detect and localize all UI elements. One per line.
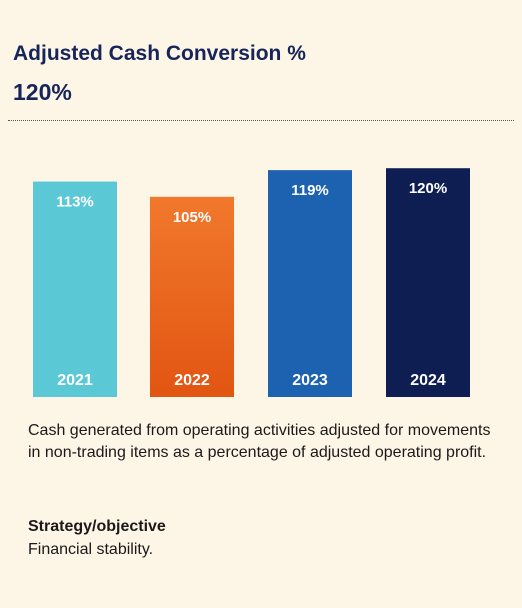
bar-2023 (268, 170, 352, 397)
category-label-2022: 2022 (174, 372, 210, 389)
value-label-2022: 105% (173, 209, 211, 226)
category-label-2021: 2021 (57, 372, 93, 389)
value-label-2024: 120% (409, 180, 447, 197)
dotted-divider (8, 120, 514, 121)
value-label-2023: 119% (291, 182, 329, 199)
bar-2024 (386, 168, 470, 397)
category-label-2024: 2024 (410, 372, 446, 389)
strategy-heading: Strategy/objective (28, 518, 166, 535)
kpi-description: Cash generated from operating activities… (28, 422, 491, 461)
bar-2021 (33, 181, 117, 397)
value-label-2021: 113% (56, 194, 94, 211)
category-label-2023: 2023 (292, 372, 328, 389)
kpi-title: Adjusted Cash Conversion % (13, 42, 306, 65)
bar-2022 (150, 196, 234, 397)
bar-chart: 113% 2021 105% 2022 119% 2023 120% 2024 (33, 168, 470, 397)
strategy-text: Financial stability. (28, 541, 154, 558)
kpi-headline-value: 120% (13, 79, 72, 105)
